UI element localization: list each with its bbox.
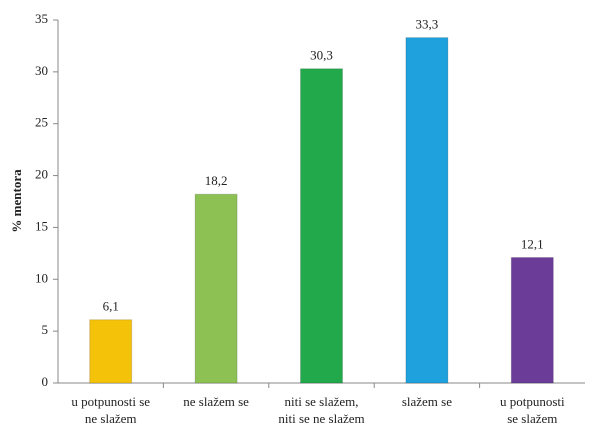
y-tick-label: 25 — [35, 115, 48, 130]
y-tick-label: 20 — [35, 167, 48, 182]
bar — [405, 37, 449, 384]
value-label: 33,3 — [416, 17, 439, 32]
y-tick-label: 10 — [35, 270, 48, 285]
value-label: 6,1 — [103, 299, 119, 314]
bar — [300, 68, 343, 384]
x-tick-label: u potpunosti se slažem — [500, 394, 565, 426]
y-tick-label: 0 — [42, 374, 49, 389]
x-tick-label: slažem se — [402, 394, 452, 409]
value-label: 18,2 — [205, 173, 228, 188]
bar — [194, 193, 238, 384]
y-tick-label: 30 — [35, 63, 48, 78]
x-tick-label: ne slažem se — [183, 394, 249, 409]
y-tick-label: 15 — [35, 218, 48, 233]
value-label: 30,3 — [310, 48, 333, 63]
bar — [89, 319, 133, 384]
value-label: 12,1 — [521, 236, 544, 251]
y-tick-label: 5 — [42, 322, 49, 337]
x-tick-label: niti se slažem, niti se ne slažem — [278, 394, 364, 426]
x-tick-label: u potpunosti se ne slažem — [71, 394, 150, 426]
y-axis-label: % mentora — [9, 169, 24, 233]
y-tick-label: 35 — [35, 11, 48, 26]
bar — [510, 257, 554, 384]
